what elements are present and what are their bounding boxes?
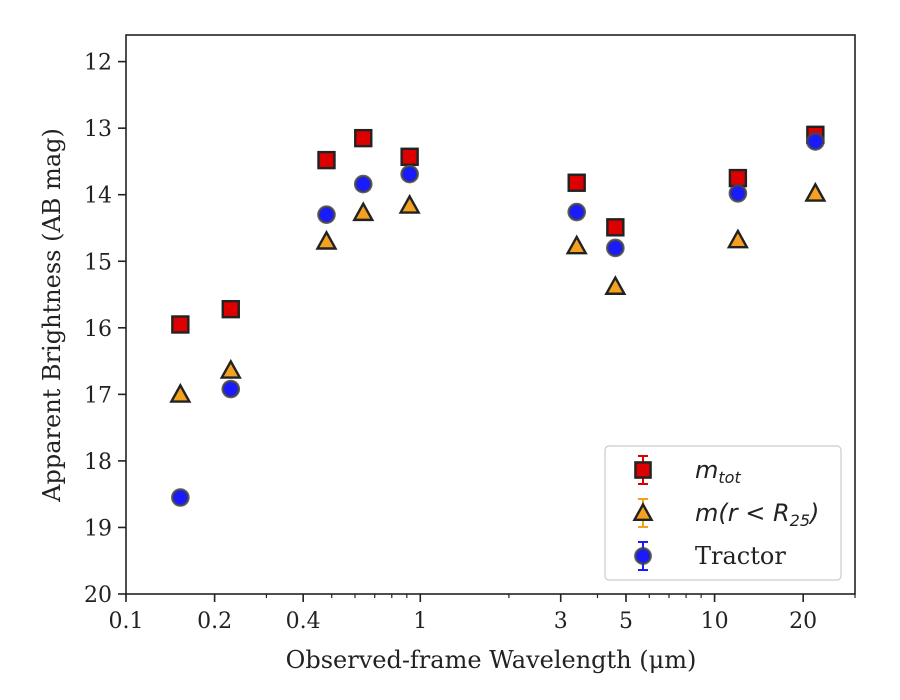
mr25-point: [726, 228, 749, 249]
x-tick-label: 0.4: [286, 609, 321, 634]
mr25-point: [315, 229, 338, 250]
mr25-point: [169, 382, 192, 403]
x-tick-label: 3: [554, 609, 568, 634]
y-tick-label: 14: [84, 184, 112, 209]
y-tick-label: 12: [84, 51, 112, 76]
x-tick-label: 20: [789, 609, 817, 634]
tractor-point: [806, 132, 825, 151]
tractor-point: [728, 184, 748, 203]
mtot-point: [400, 147, 419, 166]
y-tick-label: 19: [84, 516, 112, 541]
mtot-point: [171, 315, 190, 334]
x-axis-label: Observed-frame Wavelength (μm): [286, 646, 697, 674]
mr25-point: [398, 193, 421, 214]
tractor-point: [400, 164, 419, 184]
tractor-point: [221, 379, 241, 399]
tractor-point: [567, 202, 587, 222]
legend-label: Tractor: [695, 542, 786, 570]
legend-frame: [604, 445, 842, 581]
x-tick-label: 1: [413, 609, 427, 634]
y-tick-label: 15: [84, 250, 112, 275]
y-tick-label: 20: [84, 583, 112, 608]
x-tick-label: 5: [619, 609, 633, 634]
y-tick-label: 17: [84, 383, 112, 408]
tractor-point: [317, 205, 336, 224]
x-tick-label: 0.2: [197, 609, 232, 634]
y-axis-ticks: 12 13 14 15 16 17 18 19 20: [84, 51, 126, 608]
y-tick-label: 16: [84, 317, 112, 342]
mtot-point: [728, 168, 748, 188]
legend-marker-mtot-point: [634, 461, 652, 479]
mtot-point: [221, 299, 240, 319]
legend: mtot m(r < R25) Tractor: [604, 445, 842, 581]
legend-marker-mr25-point: [632, 501, 654, 522]
x-axis-ticks: 0.1 0.2 0.4 1 3 5 10 20: [109, 594, 856, 634]
tractor-point: [606, 238, 625, 258]
mr25-point: [604, 275, 627, 295]
legend-label: mtot: [695, 456, 741, 487]
mr25-point: [219, 358, 242, 379]
y-tick-label: 13: [84, 117, 112, 142]
y-tick-label: 18: [84, 450, 112, 475]
tractor-point: [353, 174, 373, 194]
legend-label: m(r < R25): [695, 499, 819, 530]
mtot-point: [354, 128, 373, 148]
y-axis-label: Apparent Brightness (AB mag): [38, 128, 66, 503]
mr25-point: [804, 181, 827, 202]
data-markers: [169, 125, 827, 507]
tractor-point: [171, 488, 190, 507]
mr25-point: [352, 201, 375, 222]
legend-marker-tractor-point: [634, 547, 652, 565]
mtot-point: [317, 150, 336, 170]
x-tick-label: 10: [701, 609, 729, 634]
mtot-point: [567, 173, 586, 192]
x-tick-label: 0.1: [109, 609, 144, 634]
mtot-point: [606, 218, 625, 237]
mr25-point: [565, 234, 588, 255]
